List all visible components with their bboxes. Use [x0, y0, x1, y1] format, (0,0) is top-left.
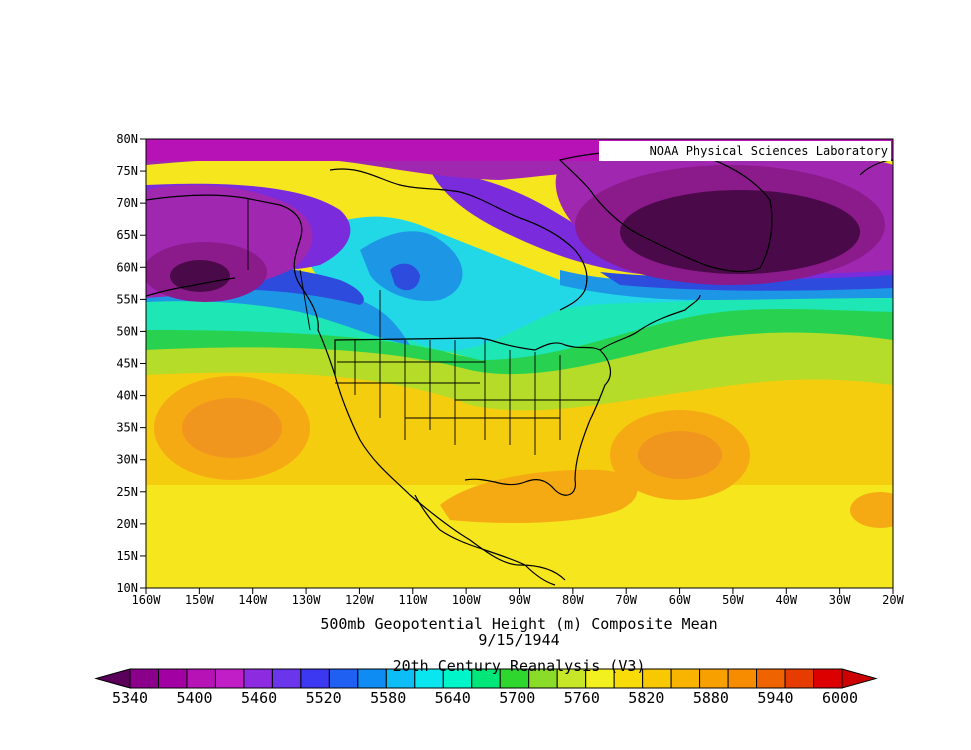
lat-label: 30N — [116, 453, 138, 467]
colorbar-label: 5580 — [370, 689, 406, 707]
title-line1: 500mb Geopotential Height (m) Composite … — [320, 615, 717, 633]
colorbar-label: 5640 — [435, 689, 471, 707]
colorbar-label: 5760 — [564, 689, 600, 707]
colorbar-swatch — [670, 668, 701, 689]
lon-label: 160W — [132, 593, 162, 607]
colorbar-label: 5700 — [499, 689, 535, 707]
colorbar-swatch — [328, 668, 359, 689]
colorbar-label: 5520 — [306, 689, 342, 707]
lat-label: 20N — [116, 517, 138, 531]
colorbar-label: 5940 — [757, 689, 793, 707]
lat-label: 50N — [116, 324, 138, 338]
map-plot-area — [146, 139, 893, 588]
colorbar-swatch — [157, 668, 188, 689]
lon-label: 130W — [292, 593, 322, 607]
lat-label: 35N — [116, 421, 138, 435]
colorbar-label: 5340 — [112, 689, 148, 707]
lat-label: 55N — [116, 292, 138, 306]
lon-label: 60W — [669, 593, 691, 607]
title-line3: 20th Century Reanalysis (V3) — [393, 657, 646, 675]
colorbar-swatch — [642, 668, 672, 689]
field-blue — [146, 262, 893, 305]
lon-label: 30W — [829, 593, 851, 607]
credit-text: NOAA Physical Sciences Laboratory — [650, 144, 888, 158]
field-high-pacific-inner — [182, 398, 282, 458]
colorbar-swatch — [813, 668, 843, 689]
lat-label: 10N — [116, 581, 138, 595]
lon-label: 150W — [185, 593, 215, 607]
political-boundaries — [247, 198, 600, 455]
colorbar-swatch — [300, 668, 330, 689]
field-low-deep-greenland — [620, 190, 860, 274]
title-line2: 9/15/1944 — [478, 631, 559, 649]
colorbar-label: 5460 — [241, 689, 277, 707]
lat-label: 65N — [116, 228, 138, 242]
field-high-gulf — [440, 469, 638, 523]
lon-label: 120W — [345, 593, 375, 607]
lat-label: 15N — [116, 549, 138, 563]
lon-label: 50W — [722, 593, 744, 607]
lon-label: 80W — [562, 593, 584, 607]
colorbar-swatch — [756, 668, 786, 689]
lon-label: 70W — [615, 593, 637, 607]
colorbar-label: 5400 — [176, 689, 212, 707]
colorbar-swatch — [129, 668, 159, 689]
lat-label: 45N — [116, 357, 138, 371]
lat-label: 80N — [116, 132, 138, 146]
lon-label: 100W — [452, 593, 482, 607]
lon-label: 110W — [398, 593, 428, 607]
lon-label: 20W — [882, 593, 904, 607]
credit-box: NOAA Physical Sciences Laboratory — [599, 141, 891, 161]
field-green — [146, 300, 893, 375]
colorbar-max-arrow — [841, 668, 878, 689]
lon-label: 40W — [775, 593, 797, 607]
lat-label: 25N — [116, 485, 138, 499]
colorbar-label: 6000 — [822, 689, 858, 707]
colorbar-min-arrow — [94, 668, 131, 689]
lat-label: 60N — [116, 260, 138, 274]
lat-label: 75N — [116, 164, 138, 178]
colorbar-swatch — [784, 668, 815, 689]
colorbar-swatch — [214, 668, 245, 689]
field-low-deep-alaska — [170, 260, 230, 292]
field-violet — [146, 170, 893, 279]
latitude-axis: 80N 75N 70N 65N 60N 55N 50N 45N 40N 35N 30N 25N 20N 1… — [116, 132, 146, 595]
colorbar-swatch — [243, 668, 273, 689]
lon-label: 90W — [509, 593, 531, 607]
colorbar — [94, 668, 878, 689]
colorbar-swatch — [186, 668, 216, 689]
colorbar-swatch — [271, 668, 302, 689]
colorbar-label: 5880 — [693, 689, 729, 707]
colorbar-swatch — [727, 668, 758, 689]
colorbar-swatch — [699, 668, 729, 689]
colorbar-label: 5820 — [628, 689, 664, 707]
lon-label: 140W — [238, 593, 268, 607]
field-high-atlantic-inner — [638, 431, 722, 479]
colorbar-labels: 5340 5400 5460 5520 5580 5640 5700 5760 5820 5880… — [112, 689, 858, 707]
longitude-axis: 160W 150W 140W 130W 120W 110W 100W 90W 80W 70W 60W… — [132, 588, 905, 607]
lat-label: 70N — [116, 196, 138, 210]
field-high-east-atlantic — [850, 492, 893, 528]
lat-label: 40N — [116, 389, 138, 403]
colorbar-swatch — [357, 668, 387, 689]
coastlines — [146, 150, 893, 586]
